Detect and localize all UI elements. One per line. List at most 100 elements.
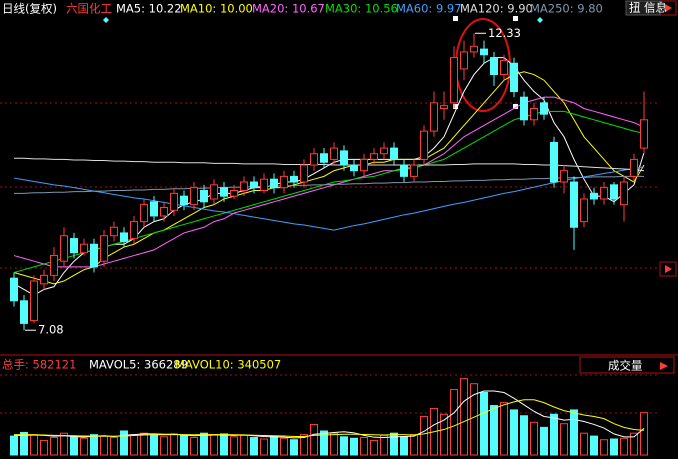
candle-body [390,147,398,160]
volume-bar [350,437,358,456]
candle-body [400,164,408,177]
volume-bar [550,413,558,456]
volume-bar [370,439,378,456]
candle-body [570,181,578,228]
dropdown-icon [660,362,668,370]
scroll-button[interactable] [659,261,677,277]
candle-body [200,190,208,203]
volume-legend-entry: MAVOL10: 340507 [175,358,281,372]
candle-body [440,105,448,109]
volume-bar [170,433,178,456]
candle-body [180,195,188,206]
candle-body [300,164,308,183]
volume-bar [340,436,348,456]
indicator-selector[interactable] [579,356,675,374]
candle-body [250,181,258,189]
volume-bar [280,437,288,456]
candle-body [110,226,118,237]
candle-body [330,147,338,160]
handle [513,16,518,21]
ma-line [13,71,645,285]
candle-body [560,170,568,183]
candle-body [450,57,458,104]
volume-bar [120,430,128,456]
candle-body [270,178,278,189]
volume-bar [90,434,98,456]
volume-bar [240,434,248,456]
toolbar-label: 扭 [629,1,641,15]
candle-body [130,221,138,240]
volume-bar [250,437,258,456]
candle-body [190,187,198,206]
legend-entry: MA20: 10.67 [252,2,325,16]
volume-bar [620,437,628,456]
volume-bar [540,426,548,456]
volume-bar [50,437,58,456]
volume-bar [200,432,208,456]
legend-entry: MA60: 9.97 [396,2,462,16]
volume-bar [400,436,408,456]
candle-body [580,198,588,223]
handle [453,104,458,109]
candle-body [500,59,508,76]
volume-bar [590,435,598,456]
candle-body [220,187,228,197]
volume-legend-entry: MAVOL5: 366289 [89,358,188,372]
legend-entry: MA5: 10.22 [116,2,182,16]
candle-body [470,45,478,53]
candle-body [410,164,418,177]
toolbar-button[interactable] [647,0,661,16]
handle [453,16,458,21]
candle-body [70,238,78,254]
toolbar-label: 信息 [644,1,667,15]
period-label: 日线(复权) [2,2,57,16]
candle-body [320,153,328,163]
ma-line [13,110,645,273]
ma-line [14,157,645,172]
volume-bar [130,434,138,456]
volume-bar [360,437,368,456]
volume-bar [380,434,388,456]
legend-entry: MA30: 10.56 [325,2,398,16]
volume-bar [500,402,508,456]
candle-body [310,153,318,166]
ma-line [13,96,645,268]
candle-body [340,150,348,166]
volume-bar [450,389,458,456]
candle-body [210,184,218,200]
annotation-label: 12.33 [488,26,521,40]
volume-bar [40,439,48,456]
selection-handles [453,16,518,109]
arrow-icon [665,4,672,12]
volume-bar [290,439,298,456]
legend-entry: MA120: 9.90 [460,2,533,16]
volume-bar [510,409,518,456]
ma-line [14,399,645,437]
candle-body [630,158,638,177]
candle-body [640,119,648,149]
legend-entry: MA250: 9.80 [530,2,603,16]
volume-bar [260,438,268,456]
ma-line [13,57,645,296]
volume-bar [560,423,568,456]
volume-bar [470,383,478,456]
volume-bar [610,438,618,456]
volume-bar [140,432,148,456]
candle-body [280,175,288,189]
volume-bar [320,430,328,456]
candle-body [20,300,28,324]
candle-body [90,243,98,268]
candle-body [120,232,128,242]
candle-body [160,206,168,217]
ma-line [14,390,645,439]
candle-body [50,255,58,276]
candle-body [530,107,538,121]
volume-bar [30,434,38,456]
candle-body [590,192,598,200]
candle-body [140,204,148,223]
volume-bar [190,437,198,456]
candle-body [490,57,498,76]
chart-title: 六国化工 [66,2,112,16]
volume-bar [100,435,108,456]
